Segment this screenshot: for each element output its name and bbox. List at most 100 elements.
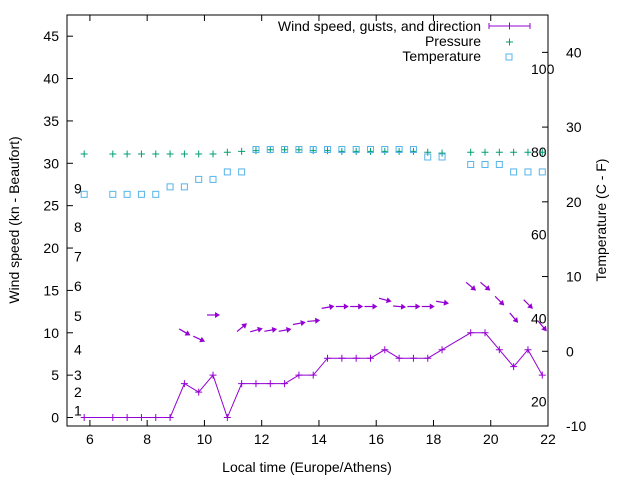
wind-arrow-head	[512, 317, 519, 323]
y2-tick-label: -10	[566, 418, 586, 434]
wind-arrow	[278, 326, 292, 333]
y-tick-label: 25	[43, 198, 59, 214]
legend-marker-pressure	[506, 38, 513, 46]
plot-frame	[66, 14, 549, 427]
wind-arrow	[494, 295, 505, 306]
wind-speed-point	[395, 354, 403, 362]
x-tick-label: 8	[143, 431, 151, 447]
wind-arrow	[193, 335, 206, 343]
pressure-point	[152, 150, 160, 158]
temperature-point	[324, 146, 332, 154]
x-tick-label: 22	[540, 431, 556, 447]
wind-arrow	[509, 312, 519, 323]
wind-speed-point	[352, 354, 360, 362]
x-tick-label: 16	[368, 431, 384, 447]
pressure-point	[438, 149, 446, 157]
legend-label-temperature: Temperature	[402, 48, 481, 64]
temperature-point	[538, 168, 546, 176]
temperature-point	[495, 160, 503, 168]
y2-tick-label: 20	[566, 194, 582, 210]
wind-speed-point	[238, 380, 246, 388]
wind-speed-point	[281, 380, 289, 388]
y2-tick-label: 40	[566, 44, 582, 60]
x-tick-label: 18	[426, 431, 442, 447]
wind-arrow-head	[358, 303, 364, 310]
wind-arrow	[335, 303, 349, 310]
temperature-point	[195, 175, 203, 183]
wind-speed-point	[195, 388, 203, 396]
pressure-point	[309, 147, 317, 155]
pressure-point	[381, 147, 389, 155]
wind-arrow-head	[372, 303, 378, 310]
beaufort-label: 2	[74, 384, 82, 400]
wind-arrow-head	[343, 303, 349, 310]
wind-speed-point	[137, 414, 145, 422]
wind-arrow	[250, 326, 263, 333]
wind-arrow	[178, 328, 191, 336]
wind-speed-point	[538, 371, 546, 379]
wind-speed-point	[409, 354, 417, 362]
pressure-point	[338, 147, 346, 155]
fahrenheit-label: 40	[531, 310, 547, 326]
temperature-point	[266, 146, 274, 154]
ticks-layer: 6 8 10 12 14 16 18 20 22051015202530354045-10010…	[43, 15, 586, 447]
wind-speed-point	[481, 329, 489, 337]
fahrenheit-label: 100	[531, 61, 555, 77]
temperature-point	[180, 183, 188, 191]
wind-arrow-head	[527, 303, 533, 309]
pressure-point	[223, 148, 231, 156]
y-tick-label: 20	[43, 240, 59, 256]
wind-speed-point	[180, 380, 188, 388]
temperature-point	[309, 146, 317, 154]
wind-speed-point	[123, 414, 131, 422]
temperature-point	[152, 190, 160, 198]
wind-speed-point	[381, 346, 389, 354]
wind-arrow	[350, 303, 364, 310]
wind-arrow-head	[443, 299, 449, 306]
x-tick-label: 14	[311, 431, 327, 447]
wind-arrow	[307, 317, 321, 324]
beaufort-label: 7	[74, 249, 82, 265]
pressure-point	[481, 148, 489, 156]
pressure-point	[510, 148, 518, 156]
pressure-point	[252, 147, 260, 155]
beaufort-label: 9	[74, 181, 82, 197]
wind-arrow-head	[215, 311, 221, 318]
wind-arrow	[364, 303, 378, 310]
wind-arrow-head	[498, 299, 505, 306]
x-tick-label: 12	[254, 431, 270, 447]
pressure-point	[80, 150, 88, 158]
x-tick-label: 6	[86, 431, 94, 447]
y2-tick-label: 0	[566, 343, 574, 359]
wind-direction-arrows	[178, 281, 547, 343]
y-tick-label: 40	[43, 71, 59, 87]
pressure-point	[352, 147, 360, 155]
wind-speed-point	[266, 380, 274, 388]
wind-speed-point	[366, 354, 374, 362]
wind-arrow	[407, 303, 421, 310]
legend-label-pressure: Pressure	[425, 33, 481, 49]
beaufort-label: 6	[74, 278, 82, 294]
pressure-point	[238, 147, 246, 155]
y-axis-label: Wind speed (kn - Beaufort)	[6, 136, 22, 303]
pressure-point	[424, 148, 432, 156]
y-tick-label: 15	[43, 282, 59, 298]
wind-arrow-head	[400, 303, 407, 310]
wind-speed-point	[467, 329, 475, 337]
wind-arrow-head	[484, 285, 491, 291]
temperature-point	[238, 168, 246, 176]
pressure-point	[395, 147, 403, 155]
wind-speed-point	[166, 414, 174, 422]
wind-speed-point	[109, 414, 117, 422]
wind-speed-point	[80, 414, 88, 422]
temperature-point	[252, 146, 260, 154]
y-tick-label: 35	[43, 113, 59, 129]
temperature-point	[80, 190, 88, 198]
wind-speed-point	[510, 363, 518, 371]
wind-speed-point	[495, 346, 503, 354]
y2-axis-label: Temperature (C - F)	[593, 159, 609, 282]
temperature-point	[352, 146, 360, 154]
wind-arrow-head	[429, 303, 435, 310]
beaufort-label: 5	[74, 308, 82, 324]
